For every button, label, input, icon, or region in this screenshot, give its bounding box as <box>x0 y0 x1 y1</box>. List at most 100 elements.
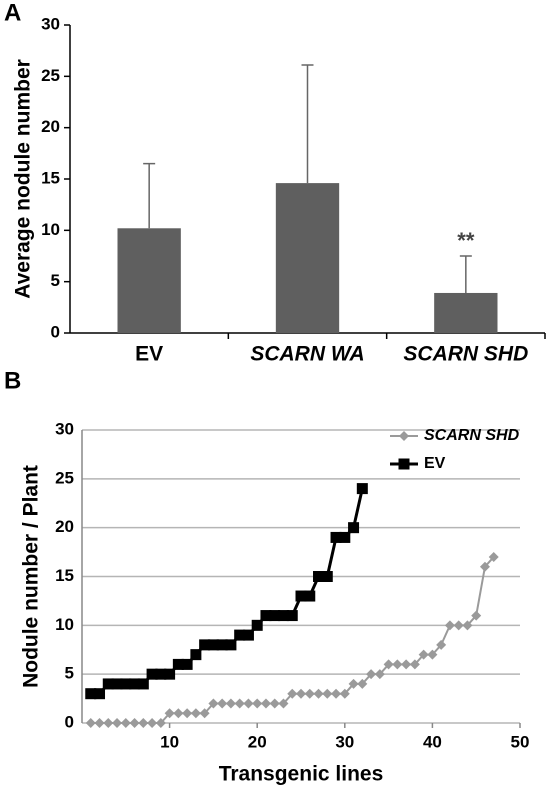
marker <box>444 620 455 631</box>
marker <box>331 688 342 699</box>
marker <box>401 659 412 670</box>
marker <box>348 678 359 689</box>
marker <box>277 610 289 622</box>
marker <box>164 668 176 680</box>
marker <box>112 718 123 728</box>
marker <box>251 619 263 631</box>
marker <box>208 698 219 709</box>
marker <box>295 590 307 602</box>
marker <box>269 698 280 709</box>
marker <box>182 708 193 719</box>
marker <box>234 698 245 709</box>
marker <box>427 649 438 660</box>
marker <box>199 708 210 719</box>
marker <box>190 708 201 719</box>
marker <box>399 431 409 441</box>
marker <box>436 639 447 650</box>
x-axis-label: Transgenic lines <box>219 763 384 786</box>
marker <box>383 659 394 670</box>
marker <box>471 610 482 621</box>
marker <box>462 620 473 631</box>
marker <box>234 629 246 641</box>
marker <box>155 718 166 728</box>
y-tick-label: 10 <box>55 615 74 634</box>
marker <box>339 531 351 543</box>
y-tick-label: 20 <box>41 117 60 136</box>
y-tick-label: 0 <box>51 322 60 341</box>
y-tick-label: 15 <box>41 168 60 187</box>
marker <box>103 718 114 728</box>
marker <box>217 698 228 709</box>
y-tick-label: 0 <box>65 712 74 731</box>
annotation: ** <box>457 228 475 253</box>
marker <box>313 571 325 582</box>
marker <box>374 669 385 680</box>
marker <box>199 639 211 651</box>
marker <box>313 688 324 699</box>
legend-label: EV <box>424 455 446 472</box>
marker <box>348 522 360 534</box>
error-bar <box>143 162 156 229</box>
marker <box>286 610 298 622</box>
marker <box>322 688 333 699</box>
marker <box>366 669 377 680</box>
marker <box>304 590 316 602</box>
marker <box>242 629 254 641</box>
x-tick-label: 30 <box>335 732 354 751</box>
x-tick-label: SCARN WA <box>250 343 364 366</box>
y-tick-label: 20 <box>55 517 74 536</box>
marker <box>409 659 420 670</box>
marker <box>260 698 271 709</box>
marker <box>164 708 175 719</box>
marker <box>190 649 202 661</box>
y-tick-label: 5 <box>51 271 60 290</box>
marker <box>147 718 158 728</box>
marker <box>85 688 97 700</box>
marker <box>216 639 228 651</box>
y-axis-label: Nodule number / Plant <box>20 465 43 688</box>
panel-label: A <box>4 0 21 26</box>
marker <box>129 678 141 690</box>
marker <box>129 718 140 728</box>
error-bar <box>301 64 314 184</box>
marker <box>330 531 342 543</box>
marker <box>287 688 298 699</box>
marker <box>278 698 289 709</box>
marker <box>85 718 96 728</box>
marker <box>296 688 306 699</box>
legend-label: SCARN SHD <box>424 427 520 444</box>
marker <box>269 610 281 622</box>
marker <box>339 688 350 699</box>
marker <box>120 718 131 728</box>
marker <box>172 658 184 670</box>
marker <box>321 571 333 582</box>
y-tick-label: 25 <box>41 66 60 85</box>
marker <box>146 668 158 680</box>
error-bar <box>459 255 472 293</box>
marker <box>357 678 368 689</box>
x-tick-label: 40 <box>423 732 442 751</box>
marker <box>181 658 193 670</box>
marker <box>488 551 499 562</box>
x-tick-label: 10 <box>160 732 179 751</box>
y-tick-label: 25 <box>55 468 74 487</box>
x-tick-label: 20 <box>248 732 267 751</box>
bar <box>117 228 181 333</box>
marker <box>138 718 149 728</box>
marker <box>207 639 219 651</box>
y-axis-label: Average nodule number <box>12 59 35 299</box>
marker <box>260 610 272 622</box>
panel-label: B <box>4 367 21 394</box>
marker <box>479 561 490 572</box>
y-tick-label: 30 <box>55 419 74 438</box>
marker <box>102 678 114 690</box>
marker <box>392 659 403 670</box>
marker <box>252 698 263 709</box>
x-tick-label: 50 <box>511 732 530 751</box>
y-tick-label: 30 <box>41 14 60 33</box>
bar <box>434 292 498 333</box>
marker <box>225 639 237 651</box>
marker <box>225 698 236 709</box>
marker <box>155 668 167 680</box>
